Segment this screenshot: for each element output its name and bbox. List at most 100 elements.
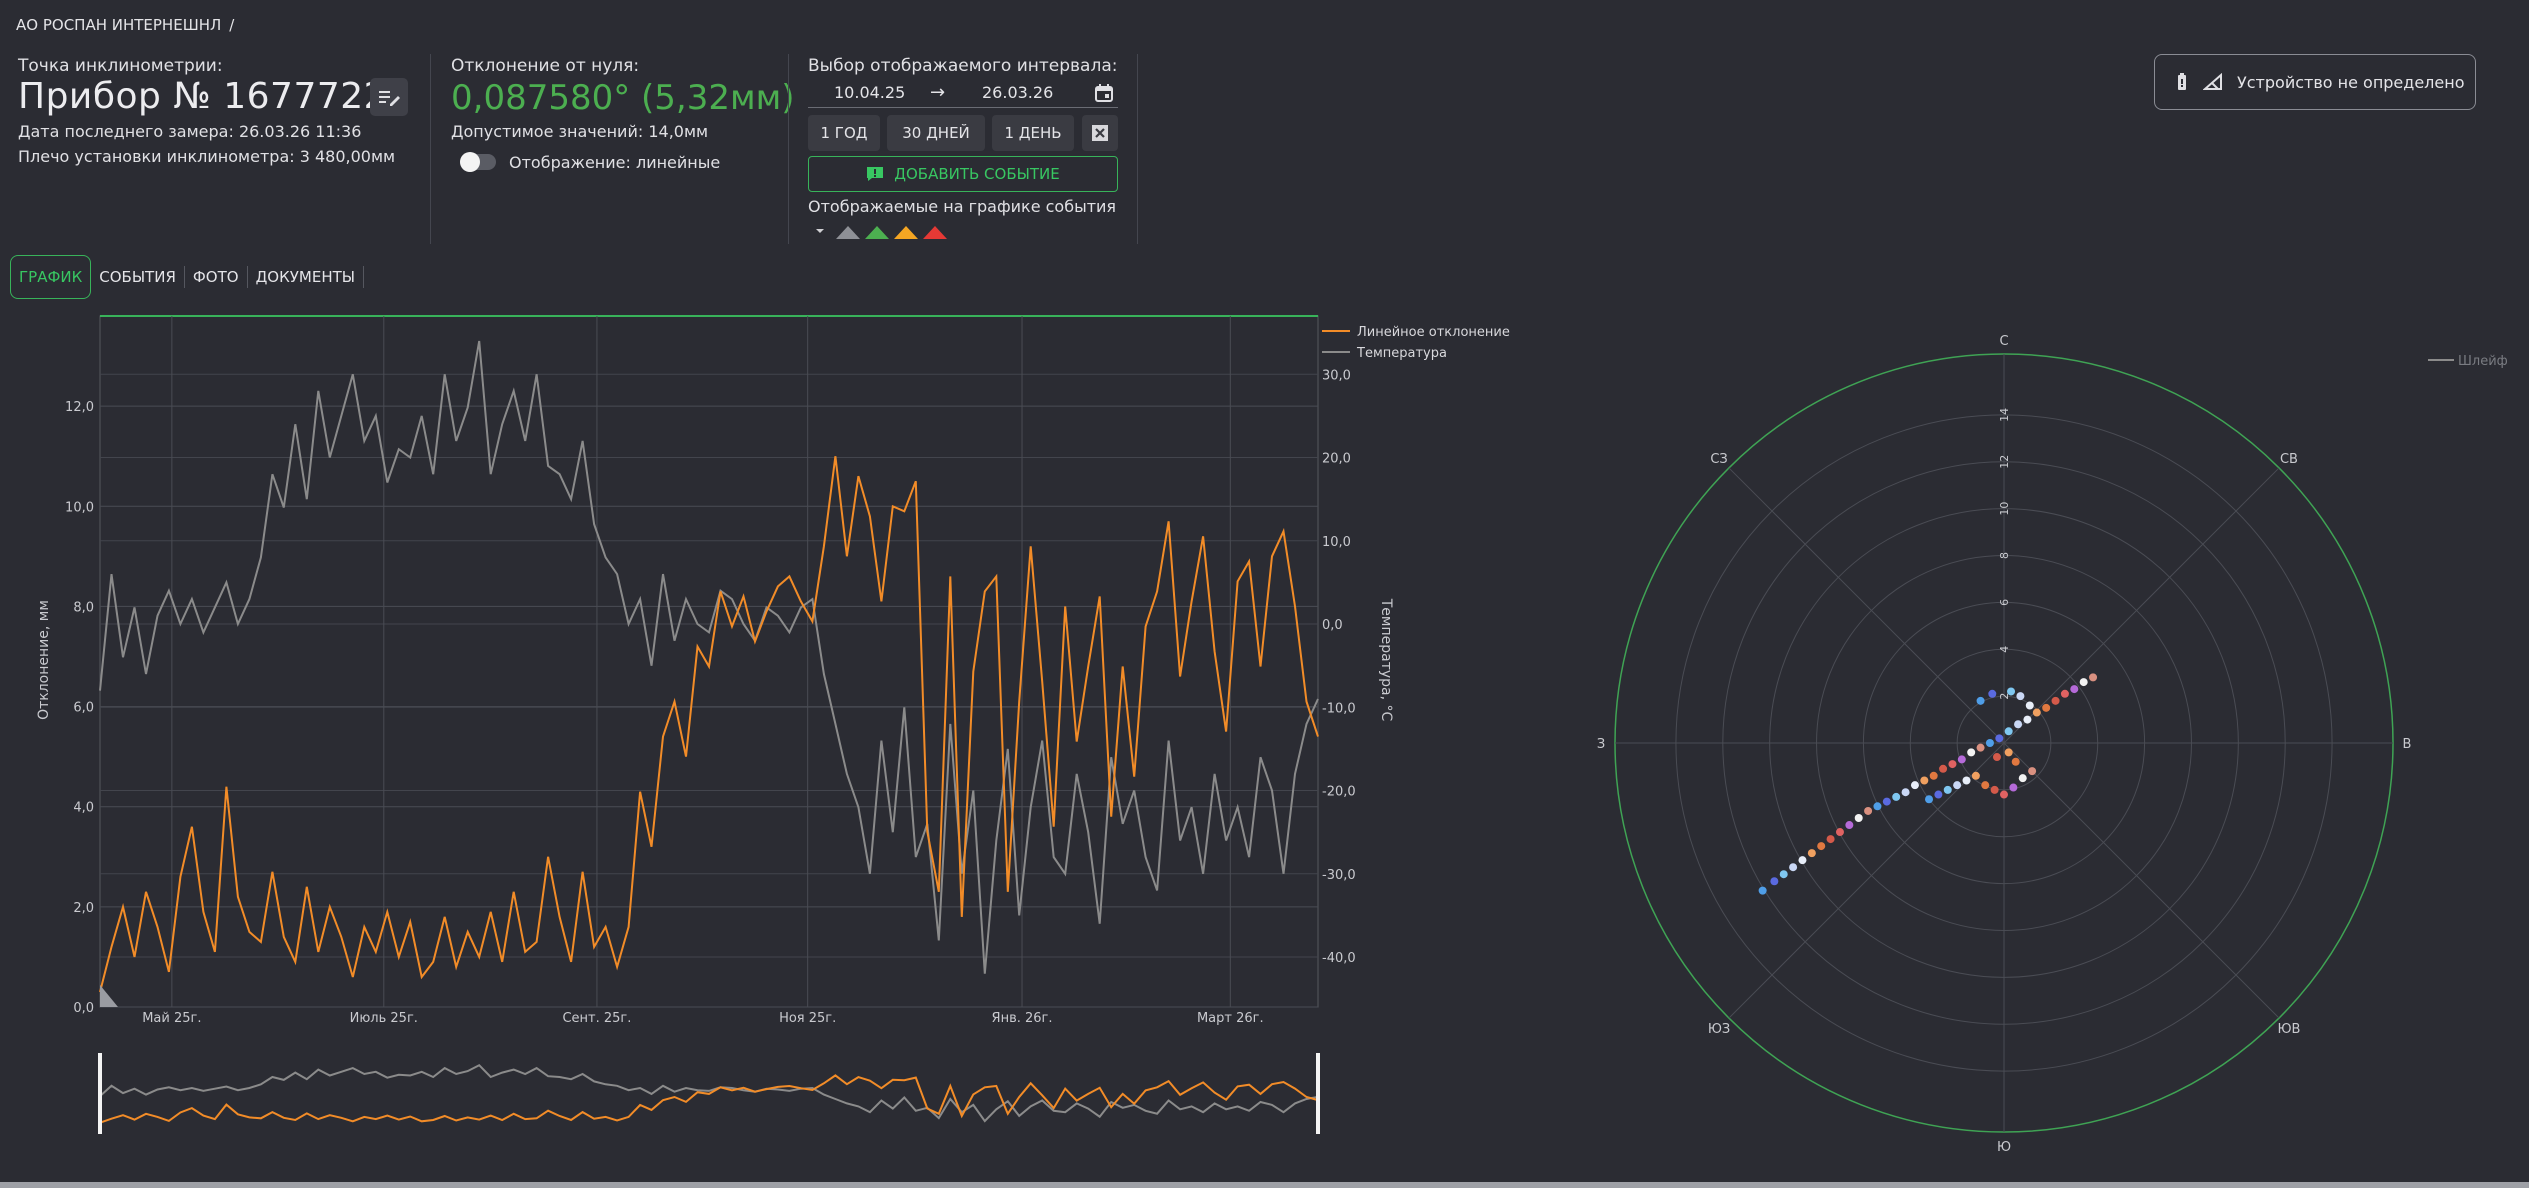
scatter-point xyxy=(1992,753,2001,762)
scatter-point xyxy=(1807,849,1816,858)
tab-chart[interactable]: ГРАФИК xyxy=(10,255,92,299)
scatter-point xyxy=(2060,689,2069,698)
scatter-point xyxy=(1976,743,1985,752)
direction-label: СВ xyxy=(2280,452,2298,467)
scatter-point xyxy=(1845,821,1854,830)
x-tick-label: Март 26г. xyxy=(1197,1011,1264,1026)
scatter-point xyxy=(2014,720,2023,729)
breadcrumb: АО РОСПАН ИНТЕРНЕШНЛ / xyxy=(16,16,234,34)
y2-tick-label: -40,0 xyxy=(1322,951,1356,966)
divider xyxy=(1137,54,1138,244)
edit-list-icon xyxy=(379,91,400,106)
scatter-point xyxy=(1920,776,1929,785)
scatter-point xyxy=(1943,785,1952,794)
scatter-point xyxy=(1864,806,1873,815)
scatter-point xyxy=(1962,776,1971,785)
tab-photo[interactable]: ФОТО xyxy=(192,268,239,286)
scatter-point xyxy=(1948,760,1957,769)
battery-icon xyxy=(2178,73,2186,90)
scatter-point xyxy=(1770,877,1779,886)
y2-tick-label: 0,0 xyxy=(1322,618,1343,633)
point-label: Точка инклинометрии: xyxy=(18,56,223,76)
caret-down-icon xyxy=(816,229,824,233)
y-tick-label: 2,0 xyxy=(73,901,94,916)
event-filter-triangle-icon[interactable] xyxy=(894,226,918,239)
deviation-series-line xyxy=(99,456,1319,993)
scatter-point xyxy=(1789,863,1798,872)
scatter-point xyxy=(2028,767,2037,776)
legend-label[interactable]: Температура xyxy=(1356,346,1447,361)
y2-tick-label: -20,0 xyxy=(1322,785,1356,800)
scatter-point xyxy=(1988,689,1997,698)
scatter-point xyxy=(2025,701,2034,710)
edit-button[interactable] xyxy=(370,78,408,116)
scatter-point xyxy=(2051,696,2060,705)
navigator-left-handle[interactable] xyxy=(98,1053,102,1134)
polar-scatter-chart[interactable]: С СВ В ЮВ Ю ЮЗ З СЗ 2 4 6 8 10 12 14 Шлейф xyxy=(1580,310,2529,1180)
navigator-right-handle[interactable] xyxy=(1316,1053,1320,1134)
signal-icon xyxy=(2203,73,2222,90)
event-filter-triangle-icon[interactable] xyxy=(923,226,947,239)
add-event-label: ДОБАВИТЬ СОБЫТИЕ xyxy=(894,165,1060,183)
radial-tick-label: 6 xyxy=(1998,599,2011,606)
radial-tick-label: 12 xyxy=(1998,455,2011,469)
date-to-input[interactable]: 26.03.26 xyxy=(982,83,1054,102)
scatter-point xyxy=(2089,673,2098,682)
x-tick-label: Май 25г. xyxy=(142,1011,201,1026)
radial-tick-label: 2 xyxy=(1998,693,2011,700)
device-status-box[interactable]: Устройство не определено xyxy=(2154,54,2476,110)
y2-tick-label: 30,0 xyxy=(1322,368,1351,383)
x-tick-label: Ноя 25г. xyxy=(779,1011,836,1026)
scatter-point xyxy=(1901,788,1910,797)
event-filter-triangle-icon[interactable] xyxy=(836,226,860,239)
events-label: Отображаемые на графике события xyxy=(808,197,1117,216)
bottom-scrollbar[interactable] xyxy=(0,1182,2529,1188)
navigator-deviation-line xyxy=(99,1074,1319,1124)
scatter-point xyxy=(1995,734,2004,743)
deviation-line-chart[interactable]: Отклонение, мм Температура, °C 0,0 2,0 4,0… xyxy=(0,300,1560,1180)
direction-label: Ю xyxy=(1997,1140,2011,1155)
interval-1-year-button[interactable]: 1 ГОД xyxy=(808,115,880,151)
scatter-point xyxy=(2042,703,2051,712)
scatter-point xyxy=(1953,781,1962,790)
x-tick-label: Янв. 26г. xyxy=(992,1011,1053,1026)
interval-1-day-button[interactable]: 1 ДЕНЬ xyxy=(992,115,1074,151)
tab-documents[interactable]: ДОКУМЕНТЫ xyxy=(255,268,355,286)
scatter-point xyxy=(1957,755,1966,764)
legend-label[interactable]: Шлейф xyxy=(2458,354,2508,369)
breadcrumb-org[interactable]: АО РОСПАН ИНТЕРНЕШНЛ xyxy=(16,16,222,34)
scatter-point xyxy=(2004,727,2013,736)
direction-label: В xyxy=(2403,737,2412,752)
calendar-icon[interactable] xyxy=(1094,83,1114,107)
date-from-input[interactable]: 10.04.25 xyxy=(834,83,906,102)
tab-bar: ГРАФИК СОБЫТИЯ ФОТО ДОКУМЕНТЫ xyxy=(10,255,364,299)
legend-label[interactable]: Линейное отклонение xyxy=(1357,325,1510,340)
close-icon xyxy=(1092,125,1108,141)
display-mode-toggle[interactable] xyxy=(460,152,496,172)
interval-30-days-button[interactable]: 30 ДНЕЙ xyxy=(887,115,985,151)
direction-label: ЮЗ xyxy=(1708,1022,1730,1037)
event-marker-icon[interactable] xyxy=(100,985,118,1007)
scatter-point xyxy=(1835,828,1844,837)
y2-tick-label: 10,0 xyxy=(1322,535,1351,550)
direction-label: С xyxy=(1999,334,2008,349)
events-filter-dropdown[interactable] xyxy=(812,223,972,245)
add-event-button[interactable]: ДОБАВИТЬ СОБЫТИЕ xyxy=(808,156,1118,192)
clear-interval-button[interactable] xyxy=(1082,115,1118,151)
scatter-point xyxy=(1892,792,1901,801)
scatter-point xyxy=(1939,764,1948,773)
scatter-point xyxy=(1798,856,1807,865)
y2-tick-label: -30,0 xyxy=(1322,868,1356,883)
angular-gridline xyxy=(2003,467,2280,744)
tab-events[interactable]: СОБЫТИЯ xyxy=(99,268,176,286)
direction-label: ЮВ xyxy=(2277,1022,2300,1037)
radial-tick-label: 4 xyxy=(1998,646,2011,653)
date-arrow: → xyxy=(930,82,946,103)
x-tick-label: Июль 25г. xyxy=(350,1011,418,1026)
direction-label: СЗ xyxy=(1710,452,1727,467)
shoulder-text: Плечо установки инклинометра: 3 480,00мм xyxy=(18,147,396,166)
event-filter-triangle-icon[interactable] xyxy=(865,226,889,239)
scatter-point xyxy=(1985,739,1994,747)
scatter-point xyxy=(2032,708,2041,717)
interval-label: Выбор отображаемого интервала: xyxy=(808,56,1118,76)
